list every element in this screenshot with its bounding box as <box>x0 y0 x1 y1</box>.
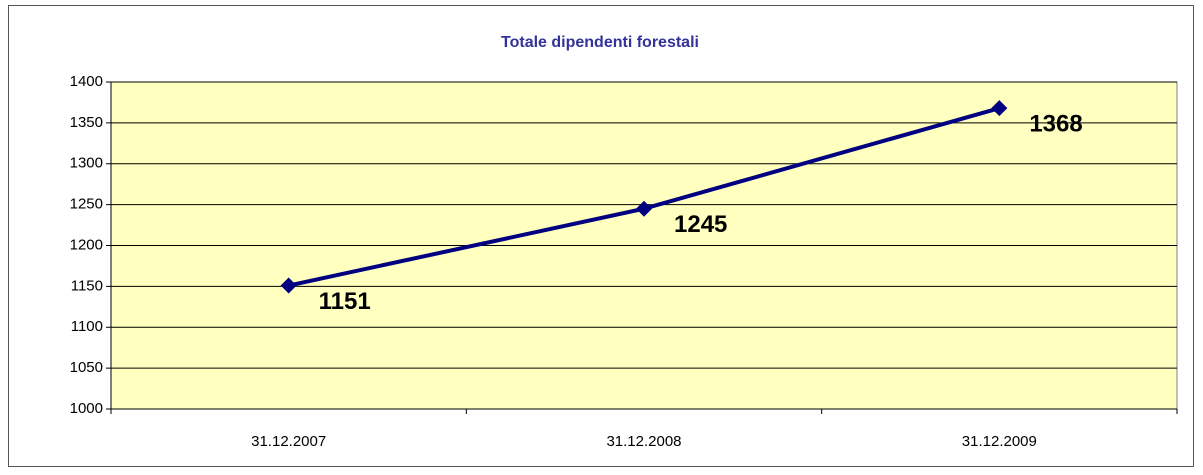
y-tick-label: 1000 <box>70 400 103 417</box>
y-tick-label: 1150 <box>71 277 103 294</box>
y-tick-label: 1100 <box>71 318 103 335</box>
y-tick-label: 1050 <box>70 359 103 376</box>
data-label: 1245 <box>674 211 727 238</box>
y-tick-label: 1400 <box>70 73 103 90</box>
data-label: 1368 <box>1029 111 1082 138</box>
chart-title: Totale dipendenti forestali <box>501 34 699 51</box>
marker <box>991 100 1008 117</box>
x-tick-label: 31.12.2008 <box>606 433 681 450</box>
data-label: 1151 <box>319 288 371 315</box>
x-tick-label: 31.12.2007 <box>251 433 326 450</box>
marker <box>636 200 652 217</box>
marker <box>280 277 297 294</box>
y-tick-label: 1200 <box>70 236 103 253</box>
y-tick-label: 1250 <box>70 196 103 213</box>
y-tick-label: 1300 <box>70 155 103 172</box>
x-tick-label: 31.12.2009 <box>962 433 1037 450</box>
y-tick-label: 1350 <box>70 114 103 131</box>
